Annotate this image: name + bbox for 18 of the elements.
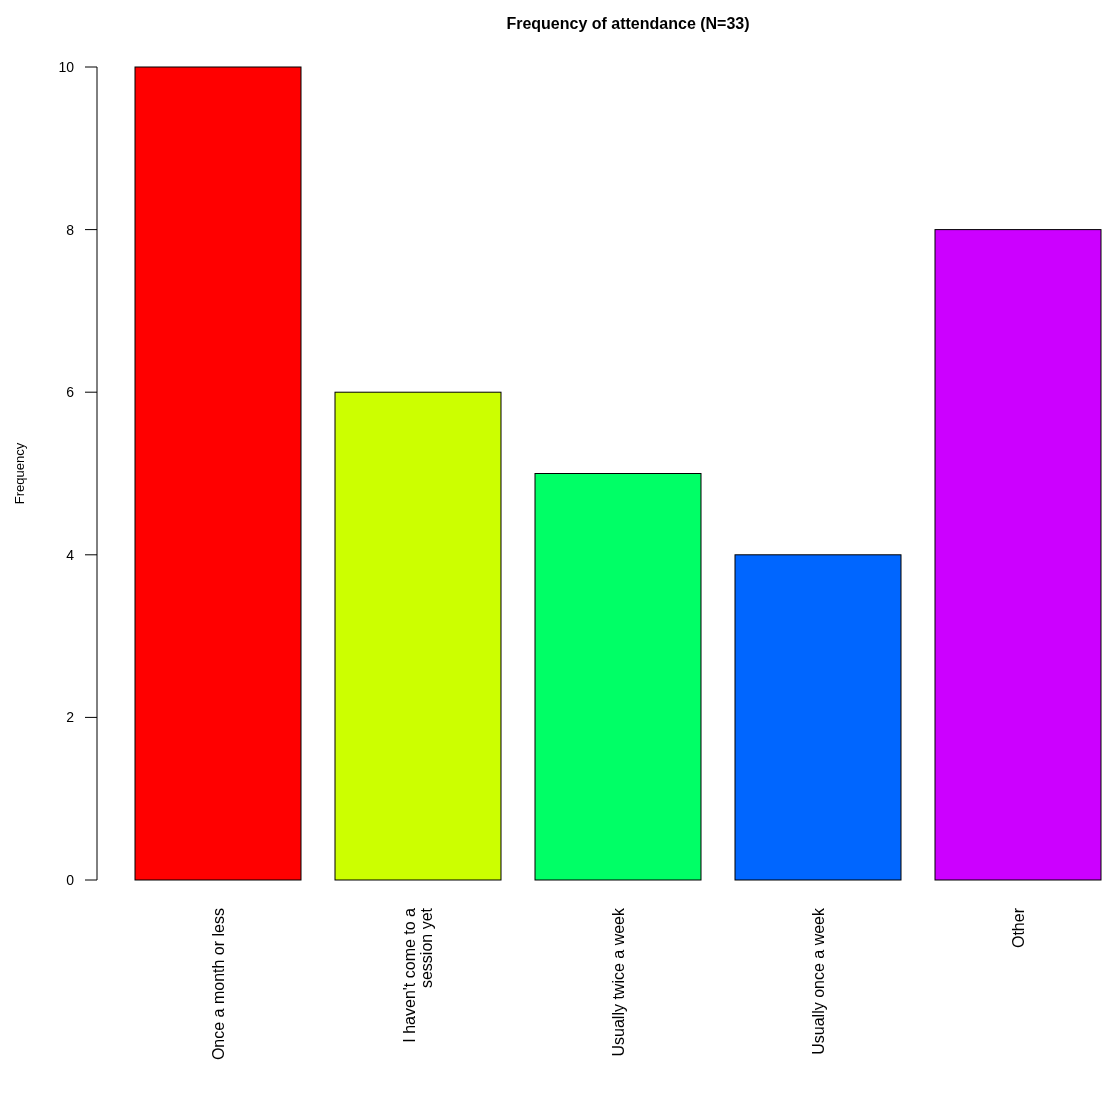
bar: [734, 554, 902, 881]
y-axis-title: Frequency: [12, 442, 27, 505]
bar: [934, 229, 1102, 881]
y-tick-label: 10: [58, 58, 75, 75]
y-tick-label: 2: [66, 709, 75, 726]
y-tick-label: 0: [66, 871, 75, 888]
x-tick-label: Other: [1009, 907, 1027, 949]
x-tick-label: Once a month or less: [209, 908, 227, 1061]
x-tick-label: Usually once a week: [809, 907, 827, 1055]
y-tick-label: 6: [66, 384, 75, 401]
bar: [134, 66, 302, 881]
y-tick-label: 8: [66, 221, 75, 238]
y-tick-label: 4: [66, 546, 75, 563]
x-tick-label: I haven't come to a session yet: [401, 907, 436, 1043]
x-tick-label: Usually twice a week: [609, 907, 627, 1057]
bar: [534, 473, 702, 881]
bar: [334, 391, 502, 881]
chart-title: Frequency of attendance (N=33): [506, 15, 750, 32]
